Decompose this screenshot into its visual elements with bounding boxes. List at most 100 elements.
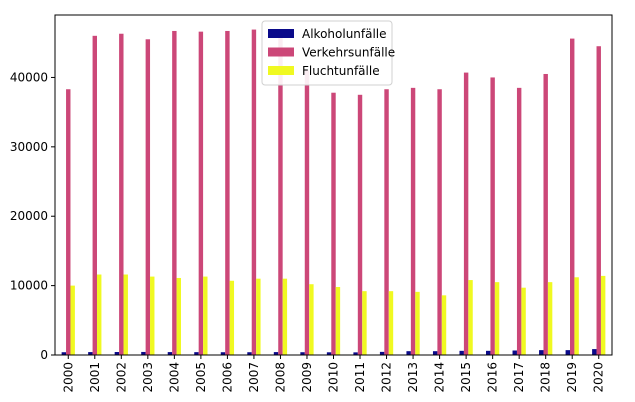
x-tick-label: 2000 xyxy=(61,362,75,393)
bar-verkehrsunfälle-2003 xyxy=(145,39,151,356)
bar-verkehrsunfälle-2018 xyxy=(543,73,548,356)
bar-verkehrsunfälle-2011 xyxy=(357,94,363,355)
x-tick-label: 2019 xyxy=(565,362,579,393)
x-tick-label: 2010 xyxy=(327,362,341,393)
y-tick-label: 10000 xyxy=(10,279,48,293)
bar-alkoholunfälle-2011 xyxy=(353,352,358,355)
bar-alkoholunfälle-2007 xyxy=(247,352,252,355)
bar-alkoholunfälle-2020 xyxy=(592,349,597,355)
legend-swatch xyxy=(268,47,294,57)
bar-alkoholunfälle-2001 xyxy=(88,352,93,355)
bar-fluchtunfälle-2012 xyxy=(388,291,394,355)
bar-verkehrsunfälle-2001 xyxy=(92,35,97,356)
bar-alkoholunfälle-2008 xyxy=(273,352,279,355)
bar-fluchtunfälle-2001 xyxy=(96,274,102,355)
legend-label: Fluchtunfälle xyxy=(302,64,380,78)
legend-swatch xyxy=(268,66,294,75)
bar-verkehrsunfälle-2019 xyxy=(570,38,575,356)
bar-fluchtunfälle-2003 xyxy=(150,276,155,355)
legend-label: Verkehrsunfälle xyxy=(302,46,395,60)
x-tick-label: 2017 xyxy=(512,362,526,393)
x-tick-label: 2004 xyxy=(167,362,181,393)
bar-fluchtunfälle-2018 xyxy=(547,282,553,355)
bar-verkehrsunfälle-2020 xyxy=(596,46,601,356)
bar-alkoholunfälle-2009 xyxy=(300,352,305,355)
bar-alkoholunfälle-2013 xyxy=(406,351,411,355)
legend-box xyxy=(261,20,393,86)
bar-fluchtunfälle-2007 xyxy=(256,278,261,355)
x-tick-label: 2016 xyxy=(486,362,500,393)
bar-fluchtunfälle-2005 xyxy=(203,276,208,355)
bar-verkehrsunfälle-2012 xyxy=(384,89,389,355)
x-axis: 2000 2001 2002 2003 2004 2005 2006 2007 2008 2009… xyxy=(61,355,606,393)
x-tick-label: 2003 xyxy=(141,362,155,393)
x-tick-label: 2011 xyxy=(353,362,367,393)
bar-verkehrsunfälle-2016 xyxy=(490,77,495,356)
bar-alkoholunfälle-2018 xyxy=(539,350,544,355)
bar-alkoholunfälle-2015 xyxy=(459,350,464,355)
x-tick-label: 2008 xyxy=(273,362,287,393)
bar-verkehrsunfälle-2002 xyxy=(119,33,124,356)
bar-verkehrsunfälle-2010 xyxy=(331,92,336,355)
x-tick-label: 2012 xyxy=(380,362,394,393)
bar-verkehrsunfälle-2005 xyxy=(198,31,204,355)
bar-verkehrsunfälle-2013 xyxy=(410,87,416,355)
y-axis: 0 10000 20000 30000 40000 xyxy=(10,70,55,362)
bar-fluchtunfälle-2008 xyxy=(282,278,288,355)
bar-alkoholunfälle-2017 xyxy=(512,350,517,355)
x-tick-label: 2014 xyxy=(433,362,447,393)
x-tick-label: 2013 xyxy=(406,362,420,393)
bar-fluchtunfälle-2009 xyxy=(309,284,314,355)
bar-verkehrsunfälle-2015 xyxy=(463,72,469,356)
x-tick-label: 2015 xyxy=(459,362,473,393)
bar-fluchtunfälle-2020 xyxy=(600,275,606,355)
bar-fluchtunfälle-2016 xyxy=(494,282,500,355)
y-tick-label: 20000 xyxy=(10,209,48,223)
bar-verkehrsunfälle-2006 xyxy=(225,30,230,356)
bar-alkoholunfälle-2003 xyxy=(141,351,146,355)
bar-verkehrsunfälle-2004 xyxy=(172,30,177,356)
bar-verkehrsunfälle-2014 xyxy=(437,89,442,355)
bar-verkehrsunfälle-2009 xyxy=(304,70,310,356)
bar-alkoholunfälle-2005 xyxy=(194,352,199,355)
bar-verkehrsunfälle-2007 xyxy=(251,29,257,355)
x-tick-label: 2001 xyxy=(88,362,102,393)
legend-swatch xyxy=(268,29,294,38)
bar-verkehrsunfälle-2008 xyxy=(278,33,283,356)
x-tick-label: 2018 xyxy=(539,362,553,393)
bar-alkoholunfälle-2000 xyxy=(61,352,67,355)
bar-fluchtunfälle-2000 xyxy=(70,285,75,355)
x-tick-label: 2002 xyxy=(114,362,128,393)
bar-alkoholunfälle-2010 xyxy=(326,352,332,355)
bar-fluchtunfälle-2015 xyxy=(468,280,473,355)
bar-fluchtunfälle-2006 xyxy=(229,280,235,355)
bar-alkoholunfälle-2016 xyxy=(486,350,491,355)
bars-layer xyxy=(61,29,606,356)
legend-label: Alkoholunfälle xyxy=(302,27,387,41)
bar-alkoholunfälle-2002 xyxy=(114,352,120,355)
bar-fluchtunfälle-2019 xyxy=(574,277,579,355)
x-tick-label: 2009 xyxy=(300,362,314,393)
bar-fluchtunfälle-2002 xyxy=(123,274,128,355)
bar-alkoholunfälle-2004 xyxy=(167,352,173,355)
bar-fluchtunfälle-2017 xyxy=(521,287,526,355)
plot-frame xyxy=(54,14,613,356)
bar-alkoholunfälle-2006 xyxy=(220,352,226,355)
x-tick-label: 2020 xyxy=(592,362,606,393)
bar-fluchtunfälle-2011 xyxy=(362,291,367,355)
bar-verkehrsunfälle-2000 xyxy=(66,89,71,355)
legend: Alkoholunfälle Verkehrsunfälle Fluchtunfäl… xyxy=(261,20,395,86)
bar-fluchtunfälle-2004 xyxy=(176,277,181,355)
bar-alkoholunfälle-2012 xyxy=(379,351,385,355)
bar-verkehrsunfälle-2017 xyxy=(516,87,522,355)
x-tick-label: 2005 xyxy=(194,362,208,393)
y-tick-label: 0 xyxy=(40,348,48,362)
bar-alkoholunfälle-2014 xyxy=(432,351,438,355)
bar-fluchtunfälle-2014 xyxy=(441,295,447,355)
y-tick-label: 30000 xyxy=(10,140,48,154)
y-tick-label: 40000 xyxy=(10,70,48,84)
x-tick-label: 2006 xyxy=(220,362,234,393)
bar-fluchtunfälle-2010 xyxy=(335,287,341,355)
bar-fluchtunfälle-2013 xyxy=(415,291,420,355)
